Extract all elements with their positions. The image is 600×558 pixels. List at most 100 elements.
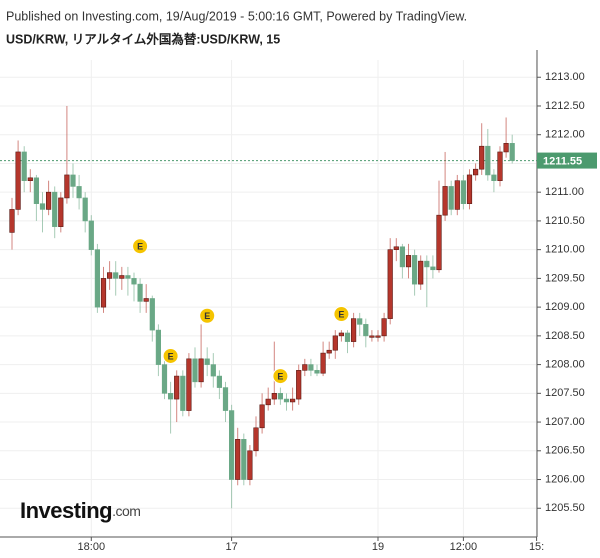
candle-body — [64, 174, 70, 199]
candle-body — [491, 174, 497, 181]
event-label: E — [277, 371, 283, 381]
candle-body — [180, 375, 186, 411]
candle-body — [289, 398, 296, 403]
candle-body — [241, 439, 247, 480]
candle-body — [161, 364, 168, 394]
x-tick-label: 17 — [225, 541, 237, 553]
candle-body — [308, 364, 314, 371]
candle-body — [137, 283, 143, 302]
candle-body — [247, 450, 253, 480]
candle-body — [131, 278, 137, 285]
candle-body — [174, 375, 180, 400]
candle-body — [70, 174, 76, 187]
y-tick-label: 1208.50 — [545, 330, 585, 342]
candle-body — [9, 209, 15, 233]
event-marker — [162, 347, 179, 364]
candle-body — [88, 220, 94, 250]
x-tick-label: 15: — [529, 541, 544, 553]
event-label: E — [204, 311, 210, 321]
y-tick-label: 1207.00 — [545, 416, 585, 428]
candle-body — [259, 404, 265, 429]
candle-body — [497, 151, 503, 181]
candle-body — [320, 352, 326, 374]
candle-body — [216, 375, 223, 388]
candle-body — [125, 275, 131, 279]
y-tick-label: 1210.50 — [545, 215, 585, 227]
candle-body — [442, 186, 448, 216]
y-tick-label: 1209.00 — [545, 301, 585, 313]
candle-body — [454, 180, 460, 210]
candle-body — [338, 332, 345, 337]
candle-body — [387, 249, 393, 319]
candle-body — [460, 180, 467, 204]
header: Published on Investing.com, 19/Aug/2019 … — [6, 9, 467, 23]
candle-body — [229, 410, 235, 480]
candle-body — [222, 387, 229, 411]
candle-body — [326, 349, 332, 354]
event-label: E — [338, 309, 344, 319]
candle-body — [15, 151, 21, 210]
candle-body — [302, 364, 308, 371]
x-tick-label: 19 — [372, 541, 384, 553]
event-marker — [132, 238, 149, 255]
event-label: E — [137, 242, 143, 252]
candle-body — [332, 335, 338, 351]
y-tick-label: 1205.50 — [545, 502, 585, 514]
y-tick-label: 1209.50 — [545, 272, 585, 284]
candle-body — [363, 324, 369, 337]
candle-body — [253, 427, 259, 452]
candle-body — [405, 255, 412, 268]
candle-body — [350, 318, 357, 342]
candle-body — [399, 246, 406, 268]
event-marker — [272, 368, 289, 385]
candle-body — [100, 278, 107, 308]
candle-body — [21, 151, 27, 181]
candle-body — [58, 197, 64, 227]
candle-body — [198, 358, 204, 383]
candle-body — [168, 393, 174, 400]
candle-body — [45, 191, 52, 210]
candle-body — [277, 393, 284, 400]
event-label: E — [168, 351, 174, 361]
candle-body — [94, 249, 100, 308]
candle-body — [448, 186, 454, 210]
y-tick-label: 1213.00 — [545, 71, 585, 83]
candle-body — [33, 177, 39, 204]
candle-body — [143, 298, 149, 302]
candle-body — [265, 398, 271, 406]
candle-body — [344, 332, 351, 342]
candle-body — [418, 260, 424, 285]
candle-body — [357, 318, 363, 325]
watermark: Investing.com — [20, 498, 140, 523]
candle-body — [436, 214, 442, 271]
last-price-box — [537, 152, 597, 169]
candle-body — [235, 439, 241, 480]
y-tick-label: 1207.50 — [545, 387, 585, 399]
candle-body — [119, 275, 125, 279]
y-tick-label: 1211.00 — [545, 186, 584, 198]
candle-body — [76, 186, 82, 199]
y-tick-label: 1206.50 — [545, 445, 585, 457]
candle-body — [204, 358, 210, 365]
y-tick-label: 1212.50 — [545, 100, 585, 112]
candle-body — [369, 335, 375, 338]
candle-body — [39, 203, 46, 210]
candle-body — [107, 272, 113, 279]
candle-body — [411, 255, 418, 285]
candle-body — [430, 266, 436, 271]
candle-body — [296, 370, 302, 400]
candle-body — [283, 398, 290, 403]
y-tick-label: 1206.00 — [545, 473, 585, 485]
candle-body — [27, 177, 33, 181]
candle-body — [271, 393, 277, 400]
watermark-suffix: .com — [112, 503, 140, 519]
candle-body — [479, 145, 485, 170]
x-tick-label: 12:00 — [450, 541, 478, 553]
last-price-label: 1211.55 — [543, 155, 582, 167]
event-marker — [199, 307, 216, 324]
candle-body — [52, 191, 58, 227]
candle-body — [186, 358, 192, 411]
y-tick-label: 1210.00 — [545, 244, 585, 256]
y-tick-label: 1212.00 — [545, 129, 585, 141]
